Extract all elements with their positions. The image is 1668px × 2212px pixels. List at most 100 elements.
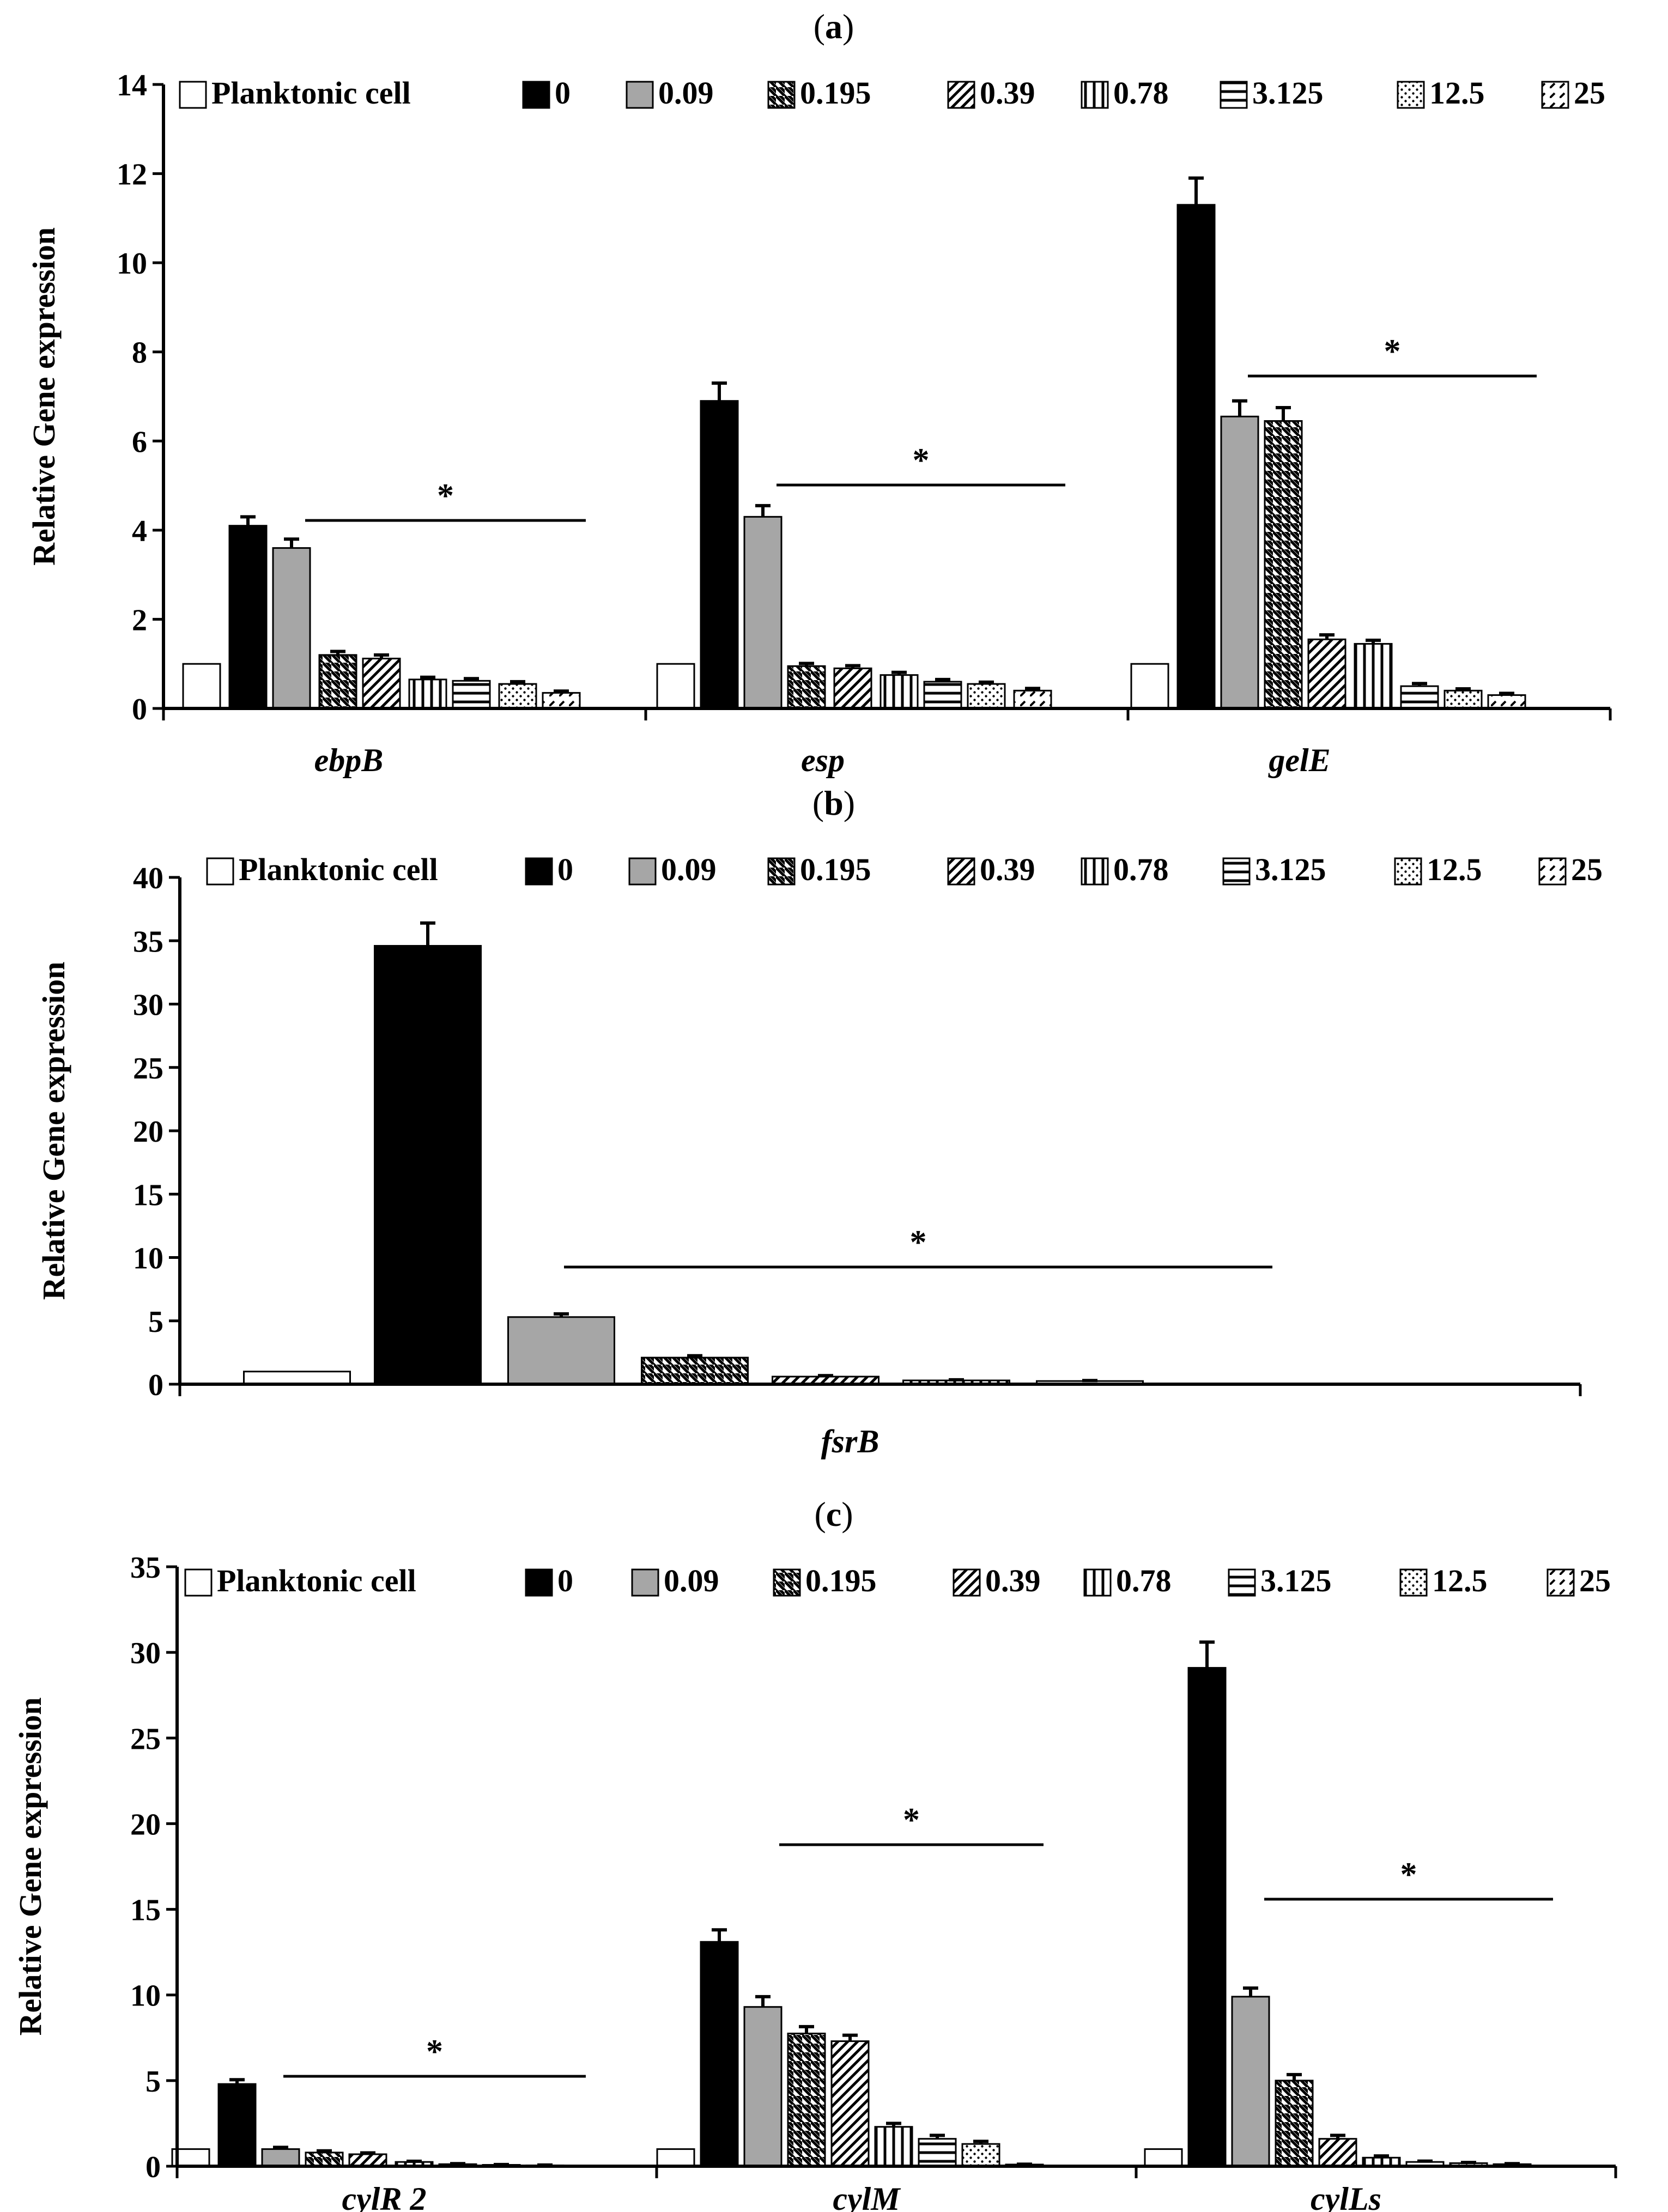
bar-cylr-2-0-195 — [305, 2152, 344, 2167]
legend-label-12-5: 12.5 — [1432, 1563, 1488, 1598]
significance-marker-2: * — [1384, 333, 1401, 370]
bar-cylls-0-195 — [1275, 2080, 1314, 2167]
legend-swatch-3-125 — [1228, 1568, 1256, 1597]
category-label-cylm: cylM — [833, 2181, 901, 2212]
panel-label-close: ) — [844, 784, 855, 822]
y-tick-label-2: 2 — [132, 603, 147, 637]
y-tick-label-10: 10 — [133, 1242, 163, 1276]
bar-fsrb-planktonic-cell — [243, 1371, 351, 1385]
category-label-fsrb: fsrB — [821, 1423, 880, 1459]
bar-gele-3-125 — [1400, 685, 1439, 710]
bar-cylr-2-0-39 — [348, 2153, 387, 2167]
legend-swatch-3-125 — [1222, 857, 1251, 886]
significance-marker-0: * — [437, 477, 454, 514]
panel-label-letter: a — [825, 7, 842, 46]
significance-marker-1: * — [903, 1802, 920, 1839]
legend-swatch-25 — [1541, 81, 1569, 109]
bar-cylr-2-0-09 — [261, 2148, 300, 2167]
legend-swatch-0-78 — [1081, 857, 1109, 886]
legend-swatch-12-5 — [1399, 1568, 1428, 1597]
bar-gele-0-195 — [1264, 420, 1303, 710]
legend-label-12-5: 12.5 — [1427, 852, 1482, 887]
legend-label-0-09: 0.09 — [658, 75, 714, 111]
bar-ebpb-planktonic-cell — [182, 663, 221, 710]
y-tick-label-15: 15 — [133, 1178, 163, 1212]
y-tick-label-25: 25 — [130, 1722, 161, 1756]
legend-label-0-195: 0.195 — [800, 852, 871, 887]
bar-cylls-0-39 — [1318, 2138, 1357, 2167]
legend-label-25: 25 — [1571, 852, 1603, 887]
panel-a: (a) ebpB esp gelE 0 2 4 6 8 10 12 14 Relative Gene e… — [0, 0, 1668, 778]
legend-swatch-0-78 — [1083, 1568, 1112, 1597]
significance-marker-1: * — [913, 442, 930, 479]
y-tick-label-6: 6 — [132, 425, 147, 459]
legend-swatch-0-78 — [1081, 81, 1109, 109]
bar-esp-0-39 — [833, 667, 872, 710]
y-tick-label-4: 4 — [132, 514, 147, 548]
significance-marker-2: * — [1400, 1856, 1417, 1893]
legend-swatch-planktonic-cell — [184, 1568, 213, 1597]
legend-swatch-12-5 — [1394, 857, 1422, 886]
legend-label-0: 0 — [557, 852, 573, 887]
y-tick-label-35: 35 — [130, 1551, 161, 1585]
legend-swatch-0-39 — [947, 81, 975, 109]
bar-ebpb-0-78 — [408, 678, 447, 710]
bar-cylls-0 — [1187, 1666, 1227, 2167]
y-axis-label: Relative Gene expression — [26, 227, 62, 566]
legend-label-3-125: 3.125 — [1252, 75, 1324, 111]
legend-swatch-planktonic-cell — [179, 81, 207, 109]
legend-label-12-5: 12.5 — [1429, 75, 1485, 111]
y-axis-label: Relative Gene expression — [13, 1698, 48, 2036]
category-label-ebpb: ebpB — [314, 742, 384, 778]
bar-cylm-0-78 — [874, 2126, 913, 2167]
legend-swatch-3-125 — [1220, 81, 1248, 109]
legend-label-planktonic-cell: Planktonic cell — [217, 1563, 416, 1598]
bar-fsrb-0 — [374, 945, 482, 1385]
legend-label-3-125: 3.125 — [1260, 1563, 1332, 1598]
bar-ebpb-3-125 — [452, 680, 491, 710]
legend-swatch-planktonic-cell — [206, 857, 234, 886]
panel-label-letter: c — [826, 1495, 841, 1534]
y-tick-label-10: 10 — [117, 247, 147, 281]
bar-ebpb-0-09 — [272, 547, 311, 710]
legend-label-0-78: 0.78 — [1113, 75, 1169, 111]
bar-gele-12-5 — [1443, 689, 1483, 710]
panel-label: (c) — [814, 1495, 853, 1534]
chart-c-svg: (c) cylR 2 cylM cylLs 0 5 10 15 20 25 30 35 Relative… — [13, 1495, 1617, 2212]
y-tick-label-5: 5 — [145, 2065, 161, 2099]
bar-esp-3-125 — [923, 681, 962, 710]
legend-swatch-0 — [525, 857, 553, 886]
legend-swatch-0-39 — [953, 1568, 981, 1597]
y-tick-label-0: 0 — [132, 693, 147, 726]
panel-label-close: ) — [842, 7, 854, 46]
bar-ebpb-0-39 — [362, 657, 401, 710]
bar-gele-0-09 — [1220, 415, 1259, 710]
bar-gele-0 — [1176, 204, 1216, 710]
bar-cylm-0-09 — [743, 2006, 783, 2167]
category-label-gele: gelE — [1267, 742, 1330, 778]
y-tick-label-10: 10 — [130, 1979, 161, 2013]
bar-ebpb-0 — [228, 525, 268, 710]
legend-swatch-0 — [525, 1568, 553, 1597]
bar-esp-planktonic-cell — [656, 663, 695, 710]
legend-label-0-195: 0.195 — [805, 1563, 877, 1598]
legend-label-planktonic-cell: Planktonic cell — [211, 75, 411, 111]
legend-label-0-78: 0.78 — [1113, 852, 1169, 887]
bar-esp-0-195 — [787, 665, 826, 710]
bar-fsrb-0-195 — [641, 1356, 749, 1385]
y-tick-label-8: 8 — [132, 336, 147, 370]
legend-swatch-0-195 — [773, 1568, 801, 1597]
bar-esp-25 — [1013, 689, 1052, 710]
bar-gele-0-78 — [1354, 643, 1393, 710]
panel-c: (c) cylR 2 cylM cylLs 0 5 10 15 20 25 30 35 Relative… — [0, 1477, 1668, 2212]
legend-swatch-25 — [1538, 857, 1567, 886]
bar-gele-0-39 — [1307, 638, 1346, 710]
bar-esp-0 — [700, 400, 739, 710]
bar-esp-0-09 — [743, 516, 783, 710]
legend-label-0-78: 0.78 — [1116, 1563, 1172, 1598]
bar-esp-0-78 — [880, 674, 919, 710]
significance-marker-0: * — [426, 2033, 443, 2070]
legend-label-0: 0 — [555, 75, 571, 111]
bar-cylls-0-09 — [1231, 1996, 1270, 2167]
chart-b-svg: (b) fsrB 0 5 10 15 20 25 30 35 40 Relative Gene exp… — [36, 784, 1603, 1459]
